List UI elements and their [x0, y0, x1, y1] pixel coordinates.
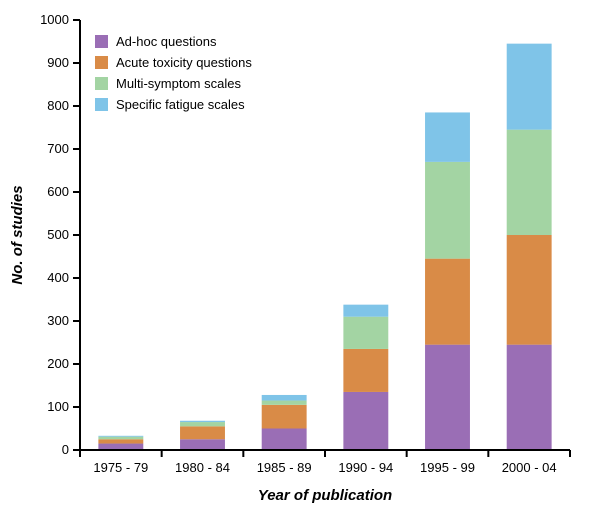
legend-label: Acute toxicity questions — [116, 55, 252, 70]
bar-segment — [98, 436, 143, 437]
bar-segment — [343, 317, 388, 349]
x-tick-label: 1985 - 89 — [257, 460, 312, 475]
bar-segment — [343, 392, 388, 450]
bar-segment — [180, 421, 225, 422]
bar-segment — [98, 439, 143, 443]
y-tick-label: 0 — [62, 442, 69, 457]
y-tick-label: 300 — [47, 313, 69, 328]
y-tick-label: 500 — [47, 227, 69, 242]
legend-swatch — [95, 35, 108, 48]
bar-segment — [425, 345, 470, 450]
x-tick-label: 2000 - 04 — [502, 460, 557, 475]
legend-swatch — [95, 98, 108, 111]
bar-segment — [507, 345, 552, 450]
bar-segment — [180, 426, 225, 439]
bar-segment — [262, 405, 307, 429]
bar-segment — [262, 429, 307, 451]
legend-swatch — [95, 77, 108, 90]
x-axis-label: Year of publication — [258, 487, 392, 504]
legend-label: Multi-symptom scales — [116, 76, 241, 91]
bar-segment — [425, 112, 470, 161]
bar-segment — [262, 401, 307, 405]
x-tick-label: 1980 - 84 — [175, 460, 230, 475]
bar-segment — [180, 439, 225, 450]
x-tick-label: 1990 - 94 — [338, 460, 393, 475]
y-tick-label: 700 — [47, 141, 69, 156]
y-tick-label: 900 — [47, 55, 69, 70]
bar-segment — [343, 305, 388, 317]
bar-segment — [425, 259, 470, 345]
legend-label: Specific fatigue scales — [116, 97, 245, 112]
bar-segment — [343, 349, 388, 392]
legend-swatch — [95, 56, 108, 69]
y-tick-label: 100 — [47, 399, 69, 414]
bar-segment — [507, 44, 552, 130]
x-tick-label: 1995 - 99 — [420, 460, 475, 475]
bar-segment — [180, 422, 225, 426]
y-tick-label: 1000 — [40, 12, 69, 27]
y-tick-label: 600 — [47, 184, 69, 199]
bar-segment — [425, 162, 470, 259]
bar-segment — [507, 235, 552, 345]
y-tick-label: 800 — [47, 98, 69, 113]
bar-segment — [507, 130, 552, 235]
y-tick-label: 200 — [47, 356, 69, 371]
bar-segment — [98, 437, 143, 440]
y-tick-label: 400 — [47, 270, 69, 285]
y-axis-label: No. of studies — [9, 185, 26, 284]
legend-label: Ad-hoc questions — [116, 34, 217, 49]
bar-segment — [262, 395, 307, 401]
x-tick-label: 1975 - 79 — [93, 460, 148, 475]
chart-container: 0 100 200 300 400 500 600 700 800 900 1000 1975 - 7… — [0, 0, 600, 511]
stacked-bar-chart: 0 100 200 300 400 500 600 700 800 900 1000 1975 - 7… — [0, 0, 600, 511]
